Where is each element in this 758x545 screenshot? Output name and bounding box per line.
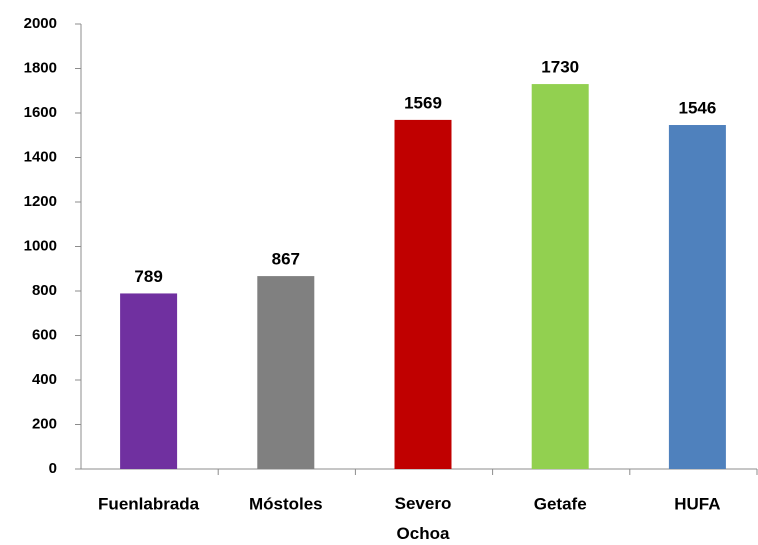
value-label: 867 — [272, 250, 300, 269]
y-tick-label: 1600 — [24, 104, 57, 121]
y-tick-label: 1400 — [24, 148, 57, 165]
value-label: 789 — [134, 267, 162, 286]
bar — [531, 84, 589, 469]
bar — [394, 119, 452, 470]
y-tick-label: 800 — [32, 282, 57, 299]
bar — [257, 276, 315, 469]
value-label: 1569 — [404, 93, 442, 112]
bar — [120, 293, 178, 469]
x-tick-label: Getafe — [534, 494, 587, 513]
value-label: 1546 — [678, 98, 716, 117]
bar — [668, 125, 726, 469]
x-tick-label: Fuenlabrada — [98, 494, 200, 513]
y-tick-label: 400 — [32, 371, 57, 388]
x-tick-label: Severo Ochoa — [395, 494, 452, 543]
y-tick-label: 2000 — [24, 15, 57, 32]
y-tick-label: 1000 — [24, 237, 57, 254]
y-tick-label: 600 — [32, 326, 57, 343]
y-tick-label: 1200 — [24, 193, 57, 210]
x-tick-label: HUFA — [674, 494, 720, 513]
y-tick-label: 1800 — [24, 59, 57, 76]
x-tick-label: Móstoles — [249, 494, 323, 513]
y-tick-label: 0 — [49, 460, 57, 477]
y-tick-label: 200 — [32, 415, 57, 432]
value-label: 1730 — [541, 58, 579, 77]
